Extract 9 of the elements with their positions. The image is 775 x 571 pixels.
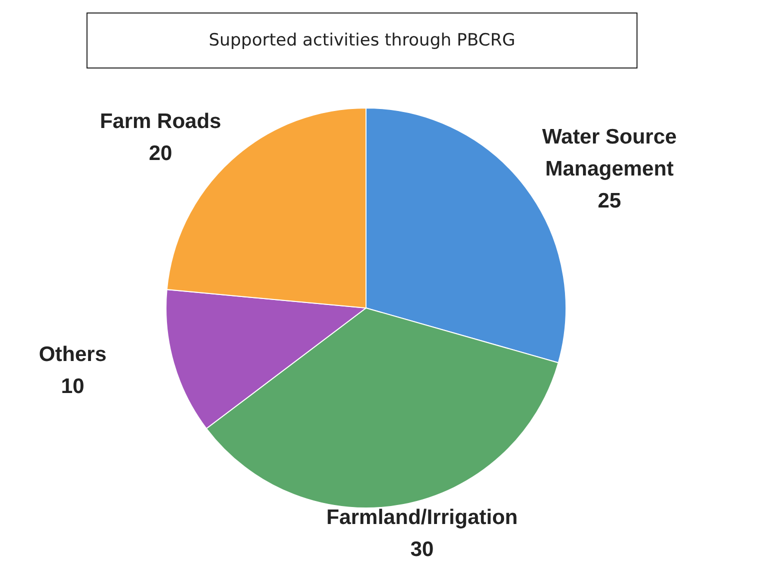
slice-label: Farmland/Irrigation <box>326 506 518 529</box>
chart-title: Supported activities through PBCRG <box>208 30 516 51</box>
data-label: 25 <box>598 188 622 212</box>
slice-label: Water Source Management <box>542 124 677 180</box>
slice-label: Farm Roads <box>100 110 222 133</box>
data-label: 10 <box>60 374 84 398</box>
slice-label: Others <box>38 342 106 366</box>
data-label: 20 <box>148 142 172 165</box>
data-label: 30 <box>410 538 434 561</box>
